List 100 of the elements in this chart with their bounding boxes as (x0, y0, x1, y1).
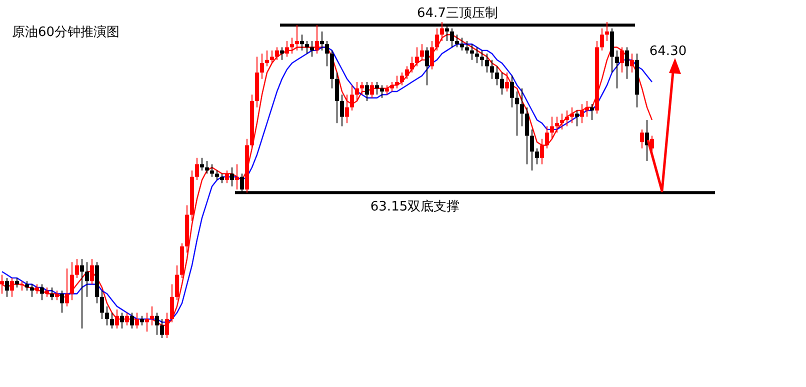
candlestick (585, 100, 589, 118)
candlestick (170, 284, 174, 323)
candlestick (600, 28, 604, 51)
candlestick (125, 312, 129, 326)
candlestick (40, 284, 44, 301)
candlestick (0, 274, 4, 294)
candlestick (475, 46, 479, 64)
candlestick (630, 53, 634, 74)
candlestick (155, 312, 159, 336)
candlestick (355, 82, 359, 102)
candlestick (325, 40, 329, 67)
candlestick (410, 56, 414, 74)
candlestick (130, 312, 134, 330)
candlestick (50, 286, 54, 301)
candlestick (160, 318, 164, 338)
candlestick (345, 94, 349, 124)
candlestick (480, 50, 484, 67)
candlestick (25, 280, 29, 292)
candlestick (140, 315, 144, 326)
candlestick (435, 28, 439, 51)
candlestick (440, 22, 444, 42)
candlestick (535, 148, 539, 165)
candlestick (510, 75, 514, 108)
candlestick (55, 290, 59, 301)
candlestick (390, 82, 394, 92)
candlestick (460, 37, 464, 51)
candlestick (240, 173, 244, 194)
candlestick (500, 72, 504, 96)
candlestick (580, 104, 584, 124)
candlestick (370, 82, 374, 98)
candlestick (35, 284, 39, 294)
candlestick (225, 170, 229, 184)
candlestick (560, 113, 564, 130)
candlestick (305, 40, 309, 54)
candlestick (270, 50, 274, 64)
candlestick (205, 160, 209, 174)
candlestick (110, 312, 114, 330)
candlestick (20, 280, 24, 292)
candlestick (265, 50, 269, 67)
candlestick (60, 290, 64, 314)
candlestick (150, 306, 154, 326)
candlestick (10, 277, 14, 298)
candlestick (525, 106, 529, 165)
candlestick (640, 128, 644, 149)
candlestick (350, 84, 354, 111)
candlestick (450, 28, 454, 48)
candlestick (545, 126, 549, 149)
candlestick (395, 75, 399, 89)
candlestick (65, 268, 69, 307)
candlestick (465, 40, 469, 54)
candlestick (280, 46, 284, 60)
candlestick (100, 290, 104, 320)
candlestick (70, 262, 74, 301)
candlestick (335, 72, 339, 124)
candlestick (515, 91, 519, 136)
candlestick (485, 53, 489, 74)
candlestick (215, 170, 219, 180)
candlestick (15, 277, 19, 288)
candlestick (445, 24, 449, 42)
candlestick (145, 312, 149, 332)
candlestick (295, 24, 299, 51)
candlestick (285, 40, 289, 58)
candlestick (590, 104, 594, 120)
candlestick (45, 286, 49, 298)
ref-line-label: 63.15双底支撑 (370, 200, 460, 215)
candlestick (505, 72, 509, 92)
candlestick (530, 128, 534, 172)
candlestick (490, 59, 494, 80)
candlestick (260, 53, 264, 80)
candlestick (520, 88, 524, 127)
candlestick (565, 110, 569, 127)
candlestick (405, 66, 409, 80)
candlestick (555, 116, 559, 134)
candlestick (315, 24, 319, 54)
candlestick (275, 46, 279, 60)
candlestick (230, 166, 234, 187)
candlestick (575, 110, 579, 127)
candlestick (380, 84, 384, 98)
candlestick (550, 116, 554, 140)
candlestick (30, 284, 34, 298)
candlestick (425, 46, 429, 86)
candlestick (290, 37, 294, 54)
candlestick (620, 46, 624, 74)
candlestick (80, 258, 84, 330)
candlestick (5, 277, 9, 298)
candlestick (210, 164, 214, 178)
candlestick (320, 30, 324, 51)
candlestick (340, 94, 344, 127)
candlestick (120, 312, 124, 330)
candlestick (375, 82, 379, 96)
candlestick (540, 138, 544, 165)
candlestick (200, 157, 204, 172)
candlestick (455, 34, 459, 48)
candlestick (570, 106, 574, 124)
ref-line-label: 64.7三顶压制 (417, 6, 498, 22)
candlestick (115, 309, 119, 330)
candlestick (165, 312, 169, 338)
candlestick (135, 312, 139, 330)
candlestick (175, 264, 179, 301)
candlestick (235, 164, 239, 190)
